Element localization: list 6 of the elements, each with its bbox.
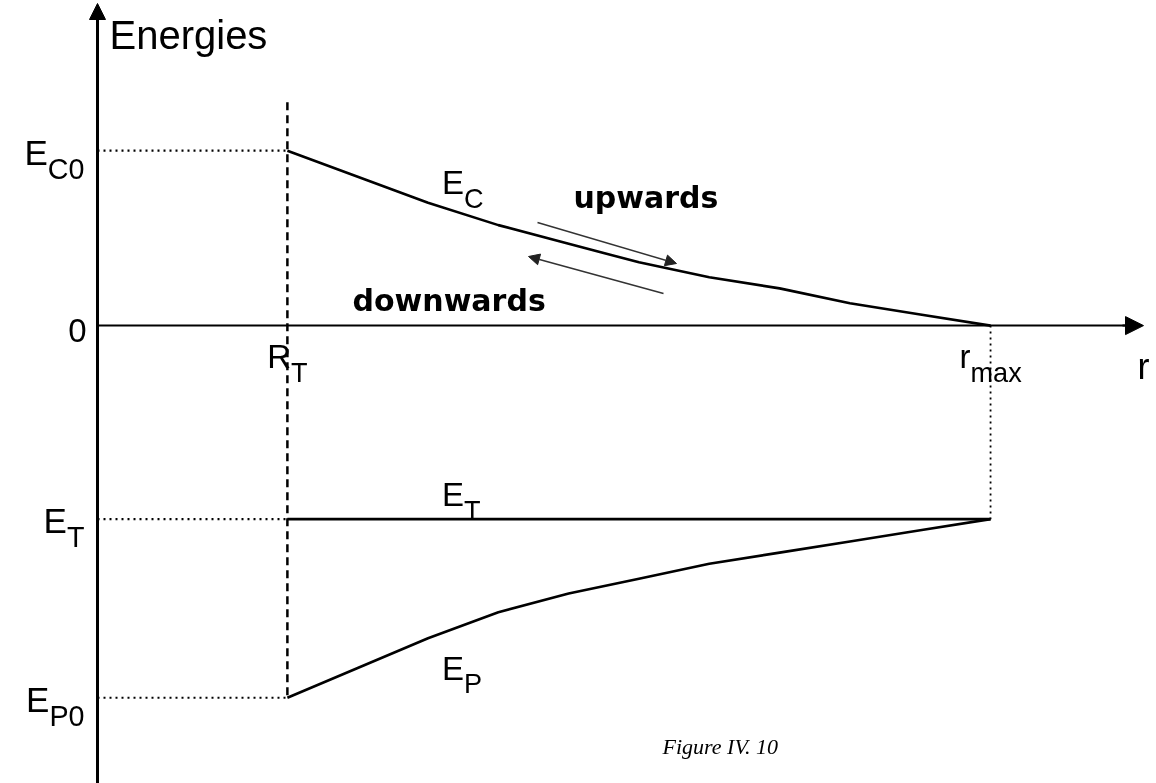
x-axis-title: r: [1137, 346, 1150, 388]
annotation: upwards: [573, 180, 719, 216]
text: Figure IV. 10: [661, 733, 778, 759]
text: 0: [68, 312, 87, 350]
y-axis-title: Energies: [109, 13, 268, 58]
annotation: downwards: [352, 283, 546, 319]
